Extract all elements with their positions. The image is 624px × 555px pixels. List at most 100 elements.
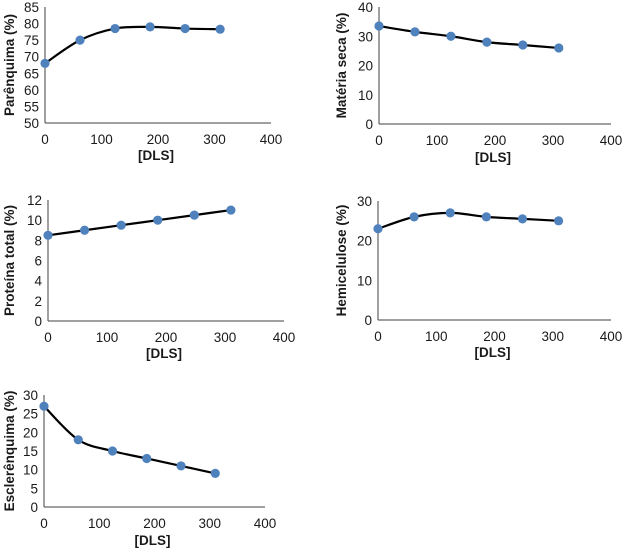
- y-tick-label: 8: [34, 233, 42, 248]
- y-tick-label: 55: [24, 99, 39, 114]
- y-axis-label: Hemicelulose (%): [334, 205, 349, 317]
- y-tick-label: 20: [357, 234, 372, 249]
- x-tick-label: 0: [375, 133, 383, 148]
- y-axis-label: Matéria seca (%): [334, 13, 349, 119]
- y-tick-label: 10: [358, 88, 373, 103]
- y-axis-label: Proteína total (%): [2, 205, 17, 316]
- data-point: [445, 208, 455, 218]
- x-tick-label: 400: [600, 133, 623, 148]
- y-tick-label: 12: [27, 193, 42, 208]
- y-tick-label: 60: [24, 83, 39, 98]
- y-tick-label: 40: [358, 0, 373, 15]
- y-tick-label: 85: [24, 0, 39, 15]
- x-tick-label: 400: [254, 516, 277, 531]
- y-tick-label: 15: [23, 444, 38, 459]
- x-tick-label: 300: [203, 132, 226, 147]
- data-point: [73, 435, 83, 445]
- y-tick-label: 10: [27, 213, 42, 228]
- x-tick-label: 100: [90, 132, 113, 147]
- series-line: [378, 24, 559, 50]
- y-tick-label: 65: [24, 66, 39, 81]
- data-point: [517, 214, 528, 224]
- y-tick-label: 70: [24, 50, 39, 65]
- y-tick-label: 6: [34, 254, 42, 269]
- data-point: [374, 21, 384, 31]
- x-tick-label: 100: [88, 516, 111, 531]
- y-axis-label: Parênquima (%): [2, 14, 17, 116]
- y-tick-label: 30: [357, 194, 372, 209]
- data-point: [189, 210, 199, 220]
- y-tick-label: 0: [34, 314, 42, 329]
- x-tick-label: 400: [260, 132, 283, 147]
- y-tick-label: 0: [364, 313, 372, 328]
- data-point: [482, 37, 492, 47]
- x-tick-label: 400: [273, 330, 296, 345]
- x-tick-label: 100: [96, 330, 119, 345]
- y-tick-label: 4: [34, 274, 42, 289]
- y-tick-label: 20: [358, 59, 373, 74]
- y-tick-label: 20: [23, 425, 38, 440]
- data-point: [518, 40, 528, 50]
- data-point: [176, 461, 186, 471]
- x-tick-label: 0: [44, 330, 52, 345]
- data-point: [446, 31, 456, 41]
- y-tick-label: 0: [30, 500, 38, 515]
- x-tick-label: 300: [198, 516, 221, 531]
- x-tick-label: 0: [41, 132, 49, 147]
- data-point: [210, 468, 220, 478]
- x-tick-label: 0: [374, 329, 382, 344]
- x-tick-label: 300: [541, 329, 564, 344]
- y-tick-label: 25: [23, 407, 38, 422]
- x-tick-label: 200: [484, 133, 507, 148]
- data-point: [75, 35, 85, 45]
- data-point: [79, 225, 90, 235]
- x-axis-label: [DLS]: [475, 150, 511, 165]
- chart-3: 0 2 4 6 8 10 12 0 100 200 300 400 [DLS] Proteína tota…: [2, 193, 295, 361]
- data-point: [409, 212, 419, 222]
- data-point: [116, 220, 126, 230]
- y-tick-label: 30: [23, 388, 38, 403]
- x-tick-label: 300: [542, 133, 565, 148]
- x-tick-label: 100: [425, 329, 448, 344]
- y-tick-label: 30: [358, 29, 373, 44]
- data-point: [553, 216, 564, 226]
- data-point: [554, 43, 564, 53]
- x-tick-label: 0: [40, 516, 48, 531]
- y-tick-label: 50: [24, 116, 39, 131]
- data-point: [110, 23, 120, 34]
- x-tick-label: 200: [155, 330, 178, 345]
- x-tick-label: 400: [600, 329, 623, 344]
- data-point: [226, 205, 236, 215]
- y-tick-label: 5: [30, 481, 38, 496]
- y-tick-label: 10: [23, 463, 38, 478]
- y-tick-label: 10: [357, 273, 372, 288]
- data-point: [145, 22, 155, 32]
- x-tick-label: 100: [426, 133, 449, 148]
- data-point: [373, 224, 383, 234]
- data-point: [410, 27, 420, 37]
- x-tick-label: 300: [214, 330, 237, 345]
- series-line: [44, 25, 221, 65]
- data-point: [481, 212, 491, 222]
- x-axis-label: [DLS]: [135, 533, 171, 548]
- y-tick-label: 0: [365, 117, 373, 132]
- series-line: [377, 211, 559, 230]
- x-axis-label: [DLS]: [475, 345, 511, 360]
- data-point: [107, 446, 118, 456]
- y-axis-label: Esclerênquima (%): [2, 391, 17, 512]
- data-point: [43, 230, 53, 240]
- x-tick-label: 200: [143, 516, 166, 531]
- y-tick-label: 75: [24, 33, 39, 48]
- x-axis-label: [DLS]: [138, 148, 174, 163]
- data-point: [153, 215, 163, 225]
- x-tick-label: 200: [483, 329, 506, 344]
- x-axis-label: [DLS]: [146, 346, 182, 361]
- y-tick-label: 2: [34, 294, 42, 309]
- x-tick-label: 200: [147, 132, 170, 147]
- data-point: [39, 401, 49, 411]
